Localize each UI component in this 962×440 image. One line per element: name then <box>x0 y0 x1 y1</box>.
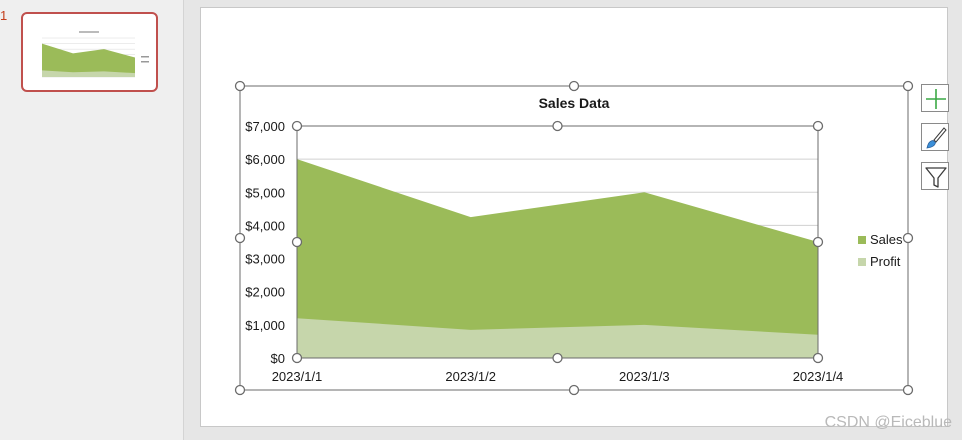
plus-icon <box>926 89 946 109</box>
funnel-icon <box>925 167 947 188</box>
thumb-legend-mark <box>141 61 149 63</box>
slide-thumbnail[interactable] <box>21 12 158 92</box>
chart-resize-handle[interactable] <box>902 80 914 92</box>
chart-elements-button[interactable] <box>921 84 949 112</box>
plot-resize-handle[interactable] <box>552 352 563 364</box>
plot-resize-handle[interactable] <box>291 352 303 364</box>
x-tick-label: 2023/1/1 <box>272 369 323 384</box>
slide-number: 1 <box>0 8 8 23</box>
thumb-series-area <box>42 43 135 77</box>
y-tick-label: $1,000 <box>245 318 285 333</box>
legend-swatch <box>858 258 866 266</box>
slide-thumbnail-pane: 1 <box>0 0 184 440</box>
y-tick-label: $7,000 <box>245 119 285 134</box>
thumb-series-area <box>42 70 135 77</box>
x-tick-label: 2023/1/4 <box>793 369 844 384</box>
slide-thumbnail-preview <box>42 31 149 78</box>
y-tick-label: $3,000 <box>245 252 285 267</box>
plot-resize-handle[interactable] <box>291 120 303 132</box>
plot-resize-handle[interactable] <box>552 120 563 132</box>
series-area-profit[interactable] <box>297 318 818 358</box>
y-tick-label: $2,000 <box>245 285 285 300</box>
chart-filters-button[interactable] <box>921 162 949 190</box>
legend-entry-profit[interactable]: Profit <box>870 254 901 269</box>
chart-resize-handle[interactable] <box>902 232 914 244</box>
plot-resize-handle[interactable] <box>291 236 303 248</box>
plot-resize-handle[interactable] <box>812 352 824 364</box>
chart-resize-handle[interactable] <box>234 80 246 92</box>
series-area-sales[interactable] <box>297 159 818 358</box>
x-tick-label: 2023/1/3 <box>619 369 670 384</box>
legend-swatch <box>858 236 866 244</box>
chart-resize-handle[interactable] <box>234 384 246 396</box>
plot-resize-handle[interactable] <box>812 120 824 132</box>
slide-canvas[interactable]: Sales Data $0 $1,000 $2,000 $3,000 $4,000 $5,0… <box>200 7 948 427</box>
y-tick-label: $4,000 <box>245 218 285 233</box>
watermark: CSDN @Eiceblue <box>824 414 952 431</box>
chart-resize-handle[interactable] <box>568 80 580 92</box>
thumb-legend-mark <box>141 56 149 58</box>
paintbrush-icon <box>926 127 947 149</box>
chart-styles-button[interactable] <box>921 123 949 151</box>
x-tick-label: 2023/1/2 <box>445 369 496 384</box>
chart-resize-handle[interactable] <box>234 232 246 244</box>
y-tick-label: $5,000 <box>245 185 285 200</box>
chart-title[interactable]: Sales Data <box>539 95 610 111</box>
legend-entry-sales[interactable]: Sales <box>870 232 903 247</box>
chart-resize-handle[interactable] <box>902 384 914 396</box>
chart-resize-handle[interactable] <box>568 384 580 396</box>
y-tick-label: $6,000 <box>245 152 285 167</box>
plot-resize-handle[interactable] <box>812 236 824 248</box>
area-chart[interactable]: Sales Data $0 $1,000 $2,000 $3,000 $4,000 $5,0… <box>201 8 949 428</box>
y-tick-label: $0 <box>271 351 285 366</box>
